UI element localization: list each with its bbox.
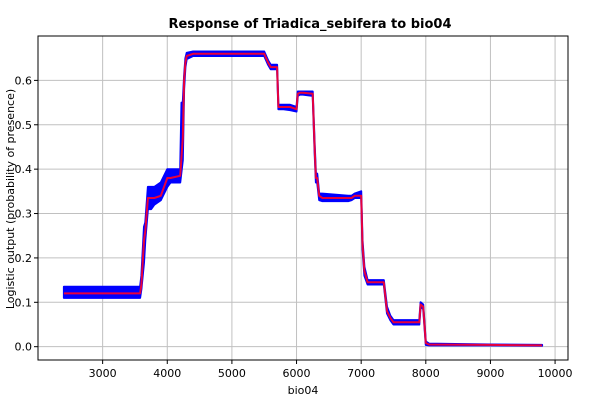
x-tick-label: 5000: [218, 367, 246, 380]
y-tick-label: 0.5: [15, 119, 33, 132]
chart-title: Response of Triadica_sebifera to bio04: [168, 17, 451, 32]
x-tick-label: 4000: [153, 367, 181, 380]
x-tick-label: 7000: [347, 367, 375, 380]
y-axis-label: Logistic output (probability of presence…: [4, 89, 17, 309]
x-tick-label: 8000: [412, 367, 440, 380]
y-axis-ticks: 0.0 0.1 0.2 0.3 0.4 0.5 0.6: [15, 74, 38, 354]
x-tick-label: 6000: [283, 367, 311, 380]
x-axis-ticks: 3000 4000 5000 6000 7000 8000 9000 10000: [89, 360, 573, 380]
x-tick-label: 3000: [89, 367, 117, 380]
y-tick-label: 0.0: [15, 341, 33, 354]
x-tick-label: 10000: [538, 367, 573, 380]
x-tick-label: 9000: [476, 367, 504, 380]
y-tick-label: 0.6: [15, 74, 33, 87]
y-tick-label: 0.4: [15, 163, 33, 176]
mean-response-line: [63, 52, 543, 347]
y-tick-label: 0.1: [15, 296, 33, 309]
x-axis-label: bio04: [288, 384, 319, 397]
grid: [38, 36, 568, 360]
mean-response: [63, 52, 543, 347]
y-tick-label: 0.3: [15, 208, 33, 221]
plot-frame: [37, 35, 569, 361]
y-tick-label: 0.2: [15, 252, 33, 265]
